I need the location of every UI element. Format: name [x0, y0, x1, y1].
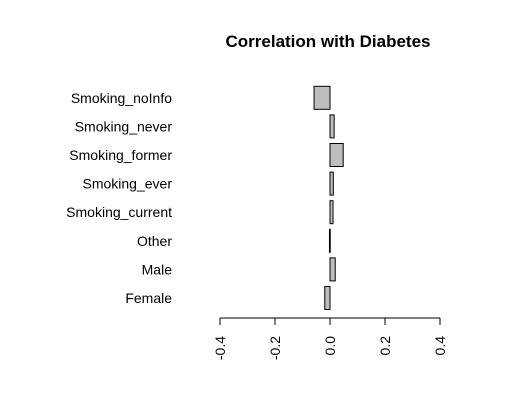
category-label: Male [142, 261, 173, 277]
bar-smoking_former [329, 143, 344, 167]
category-labels: Female Male Other Smoking_current Smoking_ev… [66, 90, 172, 306]
bar-smoking_ever [329, 171, 334, 196]
x-tick-label: -0.4 [212, 336, 228, 360]
x-axis: -0.4 -0.2 0.0 0.2 0.4 [212, 317, 448, 360]
category-label: Smoking_never [75, 118, 173, 134]
chart-title: Correlation with Diabetes [226, 32, 431, 51]
bar-other [328, 228, 331, 253]
category-label: Female [125, 290, 172, 306]
category-label: Other [137, 233, 172, 249]
category-label: Smoking_former [69, 147, 172, 163]
bar-smoking_never [329, 114, 335, 139]
x-tick-label: 0.4 [432, 336, 448, 356]
x-tick-label: 0.0 [322, 336, 338, 356]
bar-female [324, 286, 331, 310]
x-tick-label: 0.2 [377, 336, 393, 356]
bar-male [329, 257, 336, 282]
bars-layer [313, 85, 344, 310]
bar-smoking_noinfo [313, 85, 331, 110]
category-label: Smoking_ever [83, 176, 173, 192]
x-tick-label: -0.2 [267, 336, 283, 360]
category-label: Smoking_current [66, 204, 172, 220]
bar-smoking_current [329, 200, 334, 225]
category-label: Smoking_noInfo [71, 90, 172, 106]
